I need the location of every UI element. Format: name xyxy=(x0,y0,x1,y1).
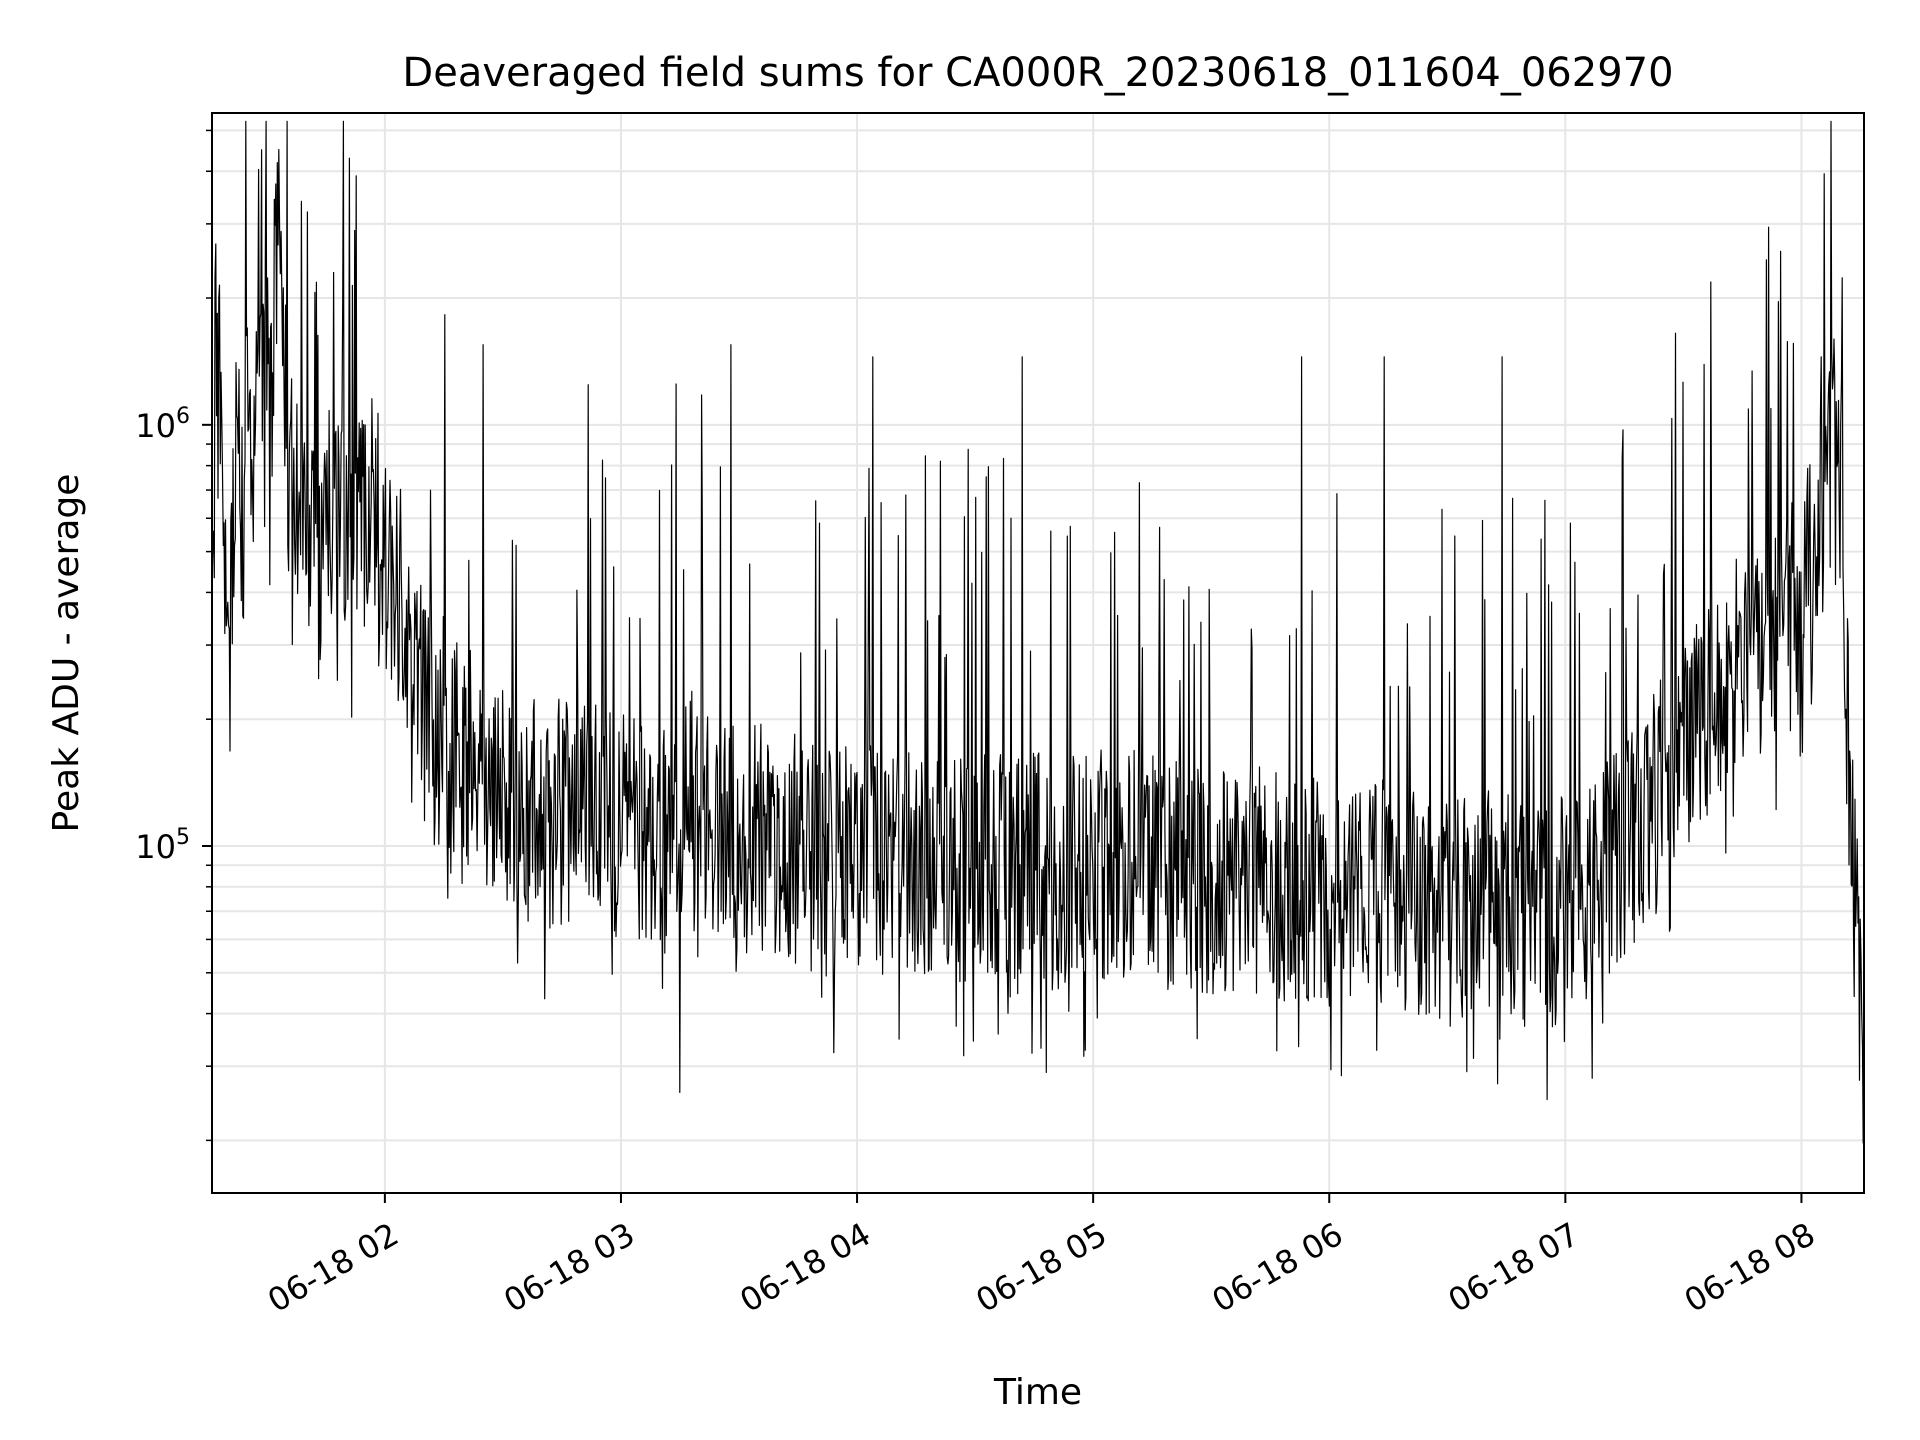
y-tick-label: 105 xyxy=(135,825,190,866)
chart-title: Deaveraged field sums for CA000R_2023061… xyxy=(402,50,1673,96)
series-line xyxy=(211,120,1865,1144)
x-axis-label: Time xyxy=(993,1372,1082,1413)
y-ticks: 105 106 xyxy=(135,404,212,866)
series-path xyxy=(211,120,1865,1144)
y-axis-label: Peak ADU - average xyxy=(46,474,87,833)
y-tick-label: 106 xyxy=(135,404,190,445)
plot-frame xyxy=(211,112,1865,1194)
